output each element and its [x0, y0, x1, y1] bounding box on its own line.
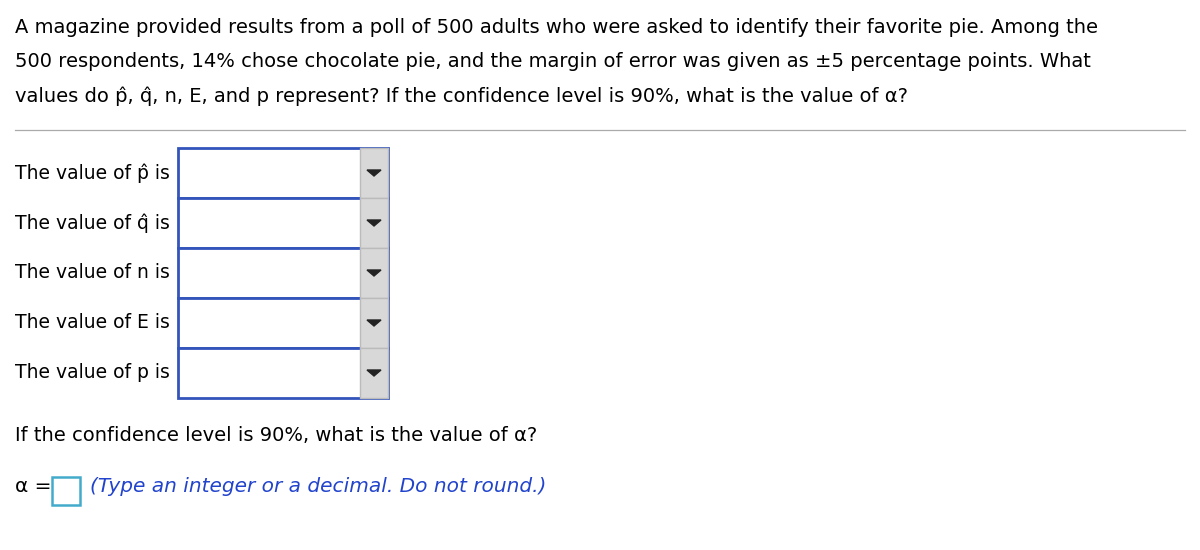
Bar	[360, 148, 388, 198]
Polygon shape	[367, 370, 382, 376]
Bar	[178, 298, 388, 348]
Polygon shape	[367, 170, 382, 176]
Bar	[360, 198, 388, 248]
Bar	[178, 248, 388, 298]
Text: The value of E is: The value of E is	[16, 314, 170, 333]
Bar	[360, 348, 388, 398]
Text: values do p̂, q̂, n, E, and p represent? If the confidence level is 90%, what is: values do p̂, q̂, n, E, and p represent?…	[14, 86, 908, 106]
Bar	[360, 248, 388, 298]
Bar	[52, 477, 80, 505]
Text: The value of p̂ is: The value of p̂ is	[16, 163, 170, 183]
Text: 500 respondents, 14% chose chocolate pie, and the margin of error was given as ±: 500 respondents, 14% chose chocolate pie…	[14, 52, 1091, 71]
Bar	[178, 348, 388, 398]
Text: If the confidence level is 90%, what is the value of α?: If the confidence level is 90%, what is …	[14, 426, 538, 445]
Polygon shape	[367, 320, 382, 326]
Polygon shape	[367, 220, 382, 226]
Polygon shape	[367, 270, 382, 276]
Text: The value of q̂ is: The value of q̂ is	[16, 213, 170, 233]
Text: (Type an integer or a decimal. Do not round.): (Type an integer or a decimal. Do not ro…	[90, 476, 546, 496]
Text: α =: α =	[14, 476, 52, 496]
Bar	[178, 148, 388, 198]
Text: The value of p is: The value of p is	[16, 364, 170, 382]
Bar	[178, 198, 388, 248]
Text: A magazine provided results from a poll of 500 adults who were asked to identify: A magazine provided results from a poll …	[14, 18, 1098, 37]
Bar	[360, 298, 388, 348]
Text: The value of n is: The value of n is	[16, 263, 170, 283]
